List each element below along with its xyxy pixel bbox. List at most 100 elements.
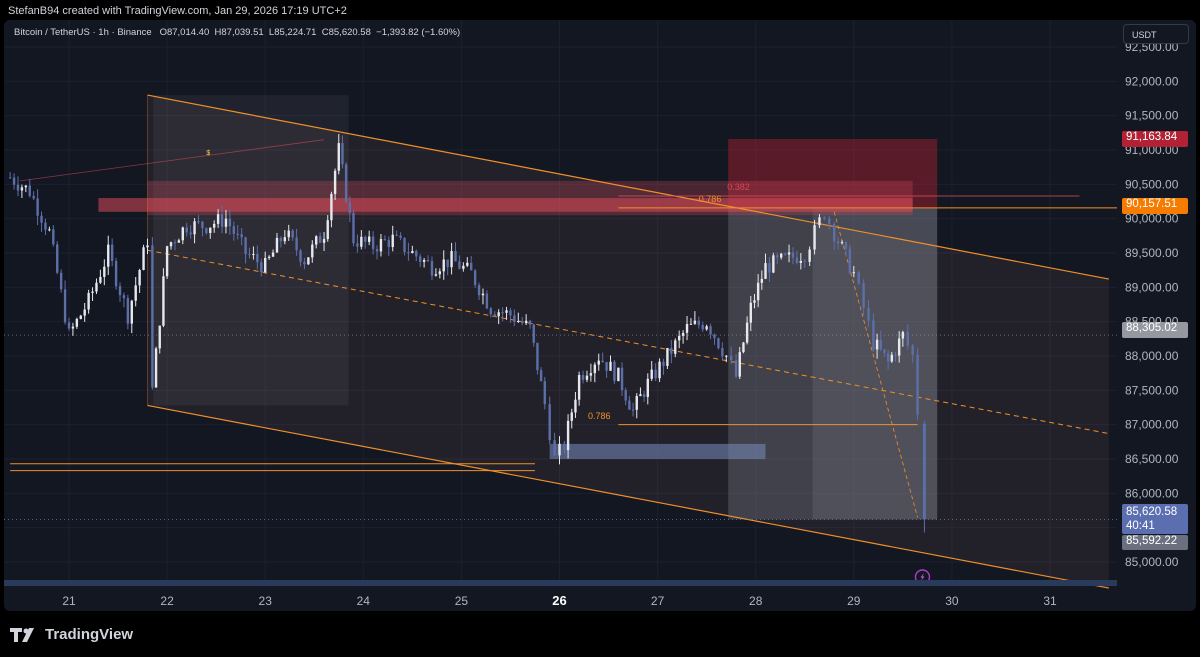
candle-body xyxy=(91,291,94,293)
candle-body xyxy=(617,367,620,382)
candle-body xyxy=(585,375,589,380)
candle-body xyxy=(411,250,414,253)
candle-body xyxy=(165,246,169,277)
candle-body xyxy=(717,338,720,349)
candle-body xyxy=(333,170,337,194)
last-candle-body xyxy=(922,423,926,520)
candle-body xyxy=(275,237,279,253)
footer: TradingView xyxy=(0,611,1200,657)
candle-body xyxy=(8,177,12,179)
candle-body xyxy=(44,222,47,230)
candle-body xyxy=(867,307,870,321)
candle-body xyxy=(130,300,133,324)
candle-body xyxy=(813,225,816,250)
candle-body xyxy=(624,390,627,401)
candle-body xyxy=(337,143,340,171)
candle-body xyxy=(403,237,406,253)
candle-body xyxy=(466,262,469,266)
candle-body xyxy=(539,370,543,382)
candle-body xyxy=(83,309,86,316)
tradingview-logo[interactable]: TradingView xyxy=(10,626,133,643)
candle-body xyxy=(201,221,204,229)
y-tick-label: 85,000.00 xyxy=(1125,555,1179,569)
candle-body xyxy=(71,326,75,329)
channel-lower xyxy=(147,404,1109,589)
candle-body xyxy=(283,237,287,242)
candle-body xyxy=(808,249,811,262)
candle-body xyxy=(613,361,616,382)
candle-body xyxy=(79,315,82,319)
candle-body xyxy=(670,347,673,354)
candle-body xyxy=(20,187,24,191)
candle-body xyxy=(422,260,426,262)
candle-body xyxy=(473,270,477,286)
candle-body xyxy=(521,320,524,324)
candle-body xyxy=(185,227,188,233)
x-tick-label: 30 xyxy=(945,594,959,608)
supply-band-inner xyxy=(98,198,913,212)
candle-body xyxy=(852,272,855,274)
candle-body xyxy=(318,236,322,243)
x-tick-label: 24 xyxy=(357,594,371,608)
candle-body xyxy=(642,394,646,397)
candle-body xyxy=(356,243,359,247)
x-tick-label: 25 xyxy=(455,594,469,608)
candle-body xyxy=(181,227,184,241)
candle-body xyxy=(509,310,512,316)
candle-body xyxy=(307,257,310,265)
candle-body xyxy=(725,355,728,357)
candle-body xyxy=(517,320,520,322)
candle-body xyxy=(442,259,445,272)
candle-body xyxy=(593,364,597,374)
candle-body xyxy=(485,293,489,309)
y-tick-label: 86,000.00 xyxy=(1125,486,1179,500)
x-tick-label: 28 xyxy=(749,594,763,608)
candle-body xyxy=(742,342,745,353)
candle-body xyxy=(662,361,665,366)
candle-body xyxy=(609,361,612,371)
y-tick-label: 90,500.00 xyxy=(1125,177,1179,191)
candle-body xyxy=(352,212,355,244)
candle-body xyxy=(438,271,442,275)
candle-body xyxy=(772,255,775,273)
candle-body xyxy=(681,332,685,336)
candle-body xyxy=(795,257,799,263)
price-chart[interactable]: 0.3820.7860.786$85,000.0085,500.0086,000… xyxy=(4,20,1196,611)
candle-body xyxy=(477,285,481,296)
candle-body xyxy=(639,394,642,397)
candle-body xyxy=(360,236,363,247)
candle-body xyxy=(379,239,383,252)
candle-body xyxy=(36,198,39,216)
candle-body xyxy=(232,226,236,234)
candle-body xyxy=(674,340,677,354)
candle-body xyxy=(462,265,465,269)
y-tick-label: 92,000.00 xyxy=(1125,74,1179,88)
bar-countdown: 40:41 xyxy=(1126,520,1155,532)
x-tick-label: 26 xyxy=(552,593,566,608)
candle-body xyxy=(228,218,232,227)
candle-body xyxy=(415,250,418,257)
candle-body xyxy=(916,354,919,415)
candle-body xyxy=(299,250,302,262)
candle-body xyxy=(450,251,453,268)
candle-body xyxy=(753,300,756,303)
candle-body xyxy=(267,256,271,258)
channel-mid xyxy=(147,249,1109,435)
candle-body xyxy=(577,374,581,400)
candle-body xyxy=(828,218,831,224)
candle-body xyxy=(56,244,59,273)
candle-body xyxy=(497,312,500,317)
candle-body xyxy=(721,348,724,357)
candle-body xyxy=(212,223,216,228)
candle-body xyxy=(107,244,110,267)
candle-body xyxy=(158,325,161,349)
price-tag-low: 85,592.22 xyxy=(1122,535,1188,550)
currency-selector[interactable]: USDT xyxy=(1123,24,1189,44)
candle-body xyxy=(118,286,122,296)
candle-body xyxy=(434,274,438,276)
candle-body xyxy=(836,241,840,244)
candle-body xyxy=(458,261,461,269)
symbol-legend[interactable]: Bitcoin / TetherUS · 1h · Binance O87,01… xyxy=(14,27,460,38)
y-tick-label: 89,000.00 xyxy=(1125,280,1179,294)
chart-frame[interactable]: 0.3820.7860.786$85,000.0085,500.0086,000… xyxy=(4,20,1196,611)
